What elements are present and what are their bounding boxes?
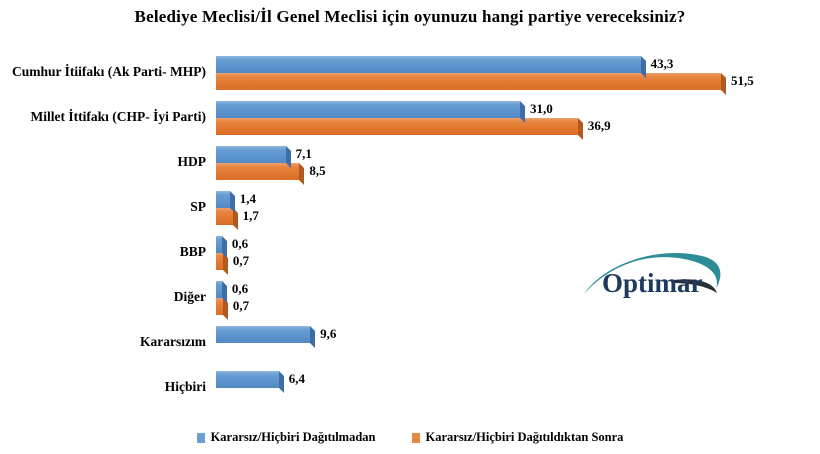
bar-before-distribution [216, 100, 520, 118]
bar-after-distribution [216, 72, 721, 90]
bar-slot: 0,6 [216, 235, 721, 253]
value-label: 31,0 [529, 101, 553, 116]
bar-slot [216, 388, 721, 405]
legend-label-after: Kararsız/Hiçbiri Dağıtıldıktan Sonra [425, 430, 624, 444]
bar-chart: Cumhur İtiifakı (Ak Parti- MHP) 43,3 51,5 M… [0, 50, 754, 410]
category-label: HDP [177, 154, 207, 170]
bar-after-distribution [216, 252, 223, 270]
bar-group: 1,4 1,7 [216, 190, 721, 225]
value-label: 0,7 [232, 298, 250, 313]
chart-row: Kararsızım 9,6 [0, 320, 740, 365]
bar-slot: 7,1 [216, 145, 721, 163]
bar-after-distribution [216, 162, 300, 180]
legend-swatch-blue-icon [196, 432, 205, 443]
bar-before-distribution [216, 325, 311, 343]
bar-slot: 0,6 [216, 280, 721, 298]
bar-before-distribution [216, 280, 222, 298]
value-label: 7,1 [295, 146, 312, 161]
value-label: 9,6 [320, 326, 337, 341]
bar-after-distribution [216, 297, 223, 315]
category-label: SP [190, 199, 206, 215]
bar-group: 0,6 0,7 [216, 235, 721, 270]
bar-slot: 51,5 [216, 72, 754, 90]
chart-row: Diğer 0,6 0,7 [0, 275, 740, 320]
category-label: Hiçbiri [164, 379, 206, 395]
chart-row: Hiçbiri 6,4 [0, 365, 740, 410]
category-label: Kararsızım [140, 334, 206, 350]
bar-slot: 31,0 [216, 100, 721, 118]
optimar-logo-text: Optimar [602, 268, 703, 298]
bar-slot: 9,6 [216, 325, 721, 343]
value-label: 36,9 [587, 118, 611, 133]
chart-row: Millet İttifakı (CHP- İyi Parti) 31,0 36,9 [0, 95, 740, 140]
value-label: 0,7 [232, 253, 250, 268]
category-label: Cumhur İtiifakı (Ak Parti- MHP) [12, 64, 206, 80]
bar-before-distribution [216, 145, 286, 163]
optimar-logo: Optimar [576, 247, 736, 307]
bar-slot: 1,7 [216, 207, 721, 225]
bar-group: 6,4 [216, 370, 721, 405]
bar-slot [216, 343, 721, 360]
legend-label-before: Kararsız/Hiçbiri Dağıtılmadan [210, 430, 376, 444]
legend: Kararsız/Hiçbiri Dağıtılmadan Kararsız/H… [0, 430, 820, 445]
value-label: 0,6 [231, 236, 249, 251]
chart-row: SP 1,4 1,7 [0, 185, 740, 230]
value-label: 8,5 [309, 163, 326, 178]
category-label: Diğer [173, 289, 206, 305]
bar-before-distribution [216, 55, 641, 73]
chart-row: BBP 0,6 0,7 [0, 230, 740, 275]
bar-slot: 36,9 [216, 117, 721, 135]
value-label: 51,5 [731, 73, 754, 88]
category-label: BBP [179, 244, 206, 260]
legend-item-before: Kararsız/Hiçbiri Dağıtılmadan [196, 430, 376, 445]
bar-after-distribution [216, 207, 233, 225]
value-label: 1,4 [239, 191, 256, 206]
bar-group: 7,1 8,5 [216, 145, 721, 180]
bar-group: 0,6 0,7 [216, 280, 721, 315]
value-label: 0,6 [231, 281, 249, 296]
bar-slot: 0,7 [216, 297, 721, 315]
value-label: 6,4 [288, 371, 305, 386]
legend-item-after: Kararsız/Hiçbiri Dağıtıldıktan Sonra [411, 430, 624, 445]
bar-slot: 0,7 [216, 252, 721, 270]
value-label: 43,3 [650, 56, 674, 71]
bar-slot: 1,4 [216, 190, 721, 208]
bar-slot: 43,3 [216, 55, 721, 73]
chart-title: Belediye Meclisi/İl Genel Meclisi için o… [134, 7, 686, 26]
bar-group: 31,0 36,9 [216, 100, 721, 135]
category-label: Millet İttifakı (CHP- İyi Parti) [30, 109, 206, 125]
bar-before-distribution [216, 370, 279, 388]
optimar-logo-graphic: Optimar [584, 253, 721, 298]
chart-row: HDP 7,1 8,5 [0, 140, 740, 185]
bar-after-distribution [216, 117, 578, 135]
chart-row: Cumhur İtiifakı (Ak Parti- MHP) 43,3 51,5 [0, 50, 754, 95]
swoosh-shadow-shape [672, 279, 717, 293]
bar-before-distribution [216, 190, 230, 208]
bar-before-distribution [216, 235, 222, 253]
bar-group: 9,6 [216, 325, 721, 360]
legend-swatch-orange-icon [411, 432, 420, 443]
value-label: 1,7 [242, 208, 259, 223]
bar-slot: 8,5 [216, 162, 721, 180]
bar-slot: 6,4 [216, 370, 721, 388]
bar-group: 43,3 51,5 [216, 55, 754, 90]
